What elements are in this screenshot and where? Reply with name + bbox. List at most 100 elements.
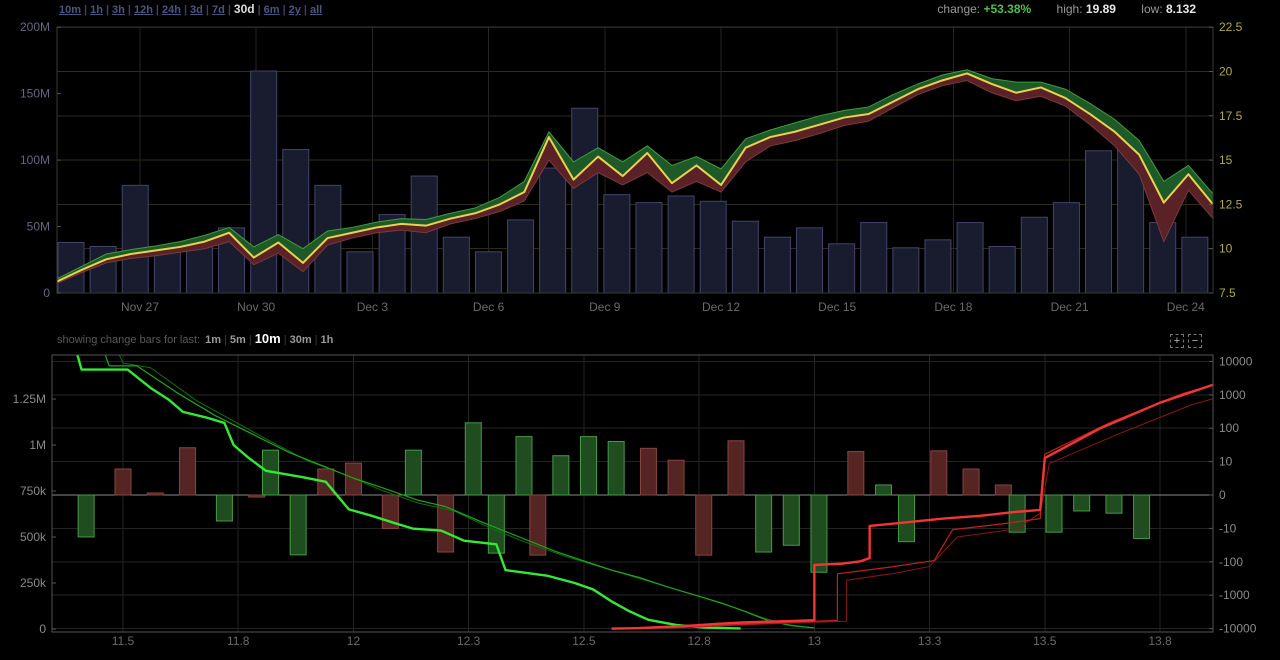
change-bar-bid [782,494,800,546]
range-1h[interactable]: 1h [90,4,103,16]
change-bar-bid [464,422,482,496]
volume-axis-label: 200M [20,20,50,34]
range-7d[interactable]: 7d [211,4,225,16]
range-10m[interactable]: 10m [59,4,82,16]
low-value: 8.132 [1165,2,1196,16]
price-axis-label: 10 [1219,242,1233,256]
change-bar-bid [874,484,892,496]
separator: | [248,334,252,346]
period-5m[interactable]: 5m [229,334,246,346]
change-bar-bid [215,494,233,522]
zoom-out-button[interactable]: − [1188,334,1202,348]
separator: | [303,4,307,16]
change-bar-bid [580,436,598,496]
price-x-axis-label: 11.8 [227,634,250,648]
range-3h[interactable]: 3h [112,4,125,16]
separator: | [314,334,318,346]
bid-depth-line-snapshot2 [118,355,810,629]
change-bar-bid [404,449,422,496]
range-2y[interactable]: 2y [288,4,301,16]
volume-bar [892,247,920,294]
bottom-plot-area[interactable] [51,354,1214,633]
date-axis-label: Dec 24 [1167,300,1205,314]
date-axis-label: Dec 18 [934,300,972,314]
separator: | [283,334,287,346]
bottom-grid [52,355,1213,632]
change-bar-ask [248,494,266,498]
bid-depth-line-main [76,355,741,630]
change-bar-ask [529,494,547,556]
change-bar-bid [77,494,95,538]
change-bar-ask [994,484,1012,496]
volume-bar [346,251,374,294]
price-axis-label: 15 [1219,153,1233,167]
volume-axis-label: 0 [43,286,50,300]
volume-bar [474,251,502,294]
depth-axis-label: 250k [20,576,47,590]
date-axis-label: Nov 30 [237,300,275,314]
date-axis-label: Dec 15 [818,300,856,314]
change-axis-label: 1000 [1219,388,1246,402]
depth-axis-label: 0 [39,622,46,636]
period-30m[interactable]: 30m [289,334,312,346]
range-3d[interactable]: 3d [190,4,203,16]
change-bars [77,422,1151,573]
price-x-axis-label: 12 [347,634,361,648]
date-axis-label: Dec 21 [1051,300,1089,314]
date-axis-label: Dec 6 [473,300,505,314]
change-value: +53.38% [983,2,1032,16]
change-axis-label: -1000 [1219,588,1250,602]
period-1m[interactable]: 1m [205,334,222,346]
price-volume-chart[interactable]: 0 50M 100M 150M 200M 7.5 10 12.5 15 17.5 20 22.5 Nov… [0,18,1280,330]
date-axis-label: Dec 12 [702,300,740,314]
change-bar-ask [847,451,865,496]
price-x-axis-label: 13 [808,634,822,648]
high-label: high: [1056,2,1083,16]
period-1h[interactable]: 1h [320,334,334,346]
change-axis-label: -10 [1219,521,1237,535]
volume-bar [1020,216,1048,294]
volume-bar [282,148,310,294]
volume-bar [667,195,695,294]
depth-change-chart[interactable]: 0250k500k750k1M1.25M100001000100100-10-1… [0,352,1280,660]
ask-depth-line-snapshot2 [620,398,1213,630]
price-x-axis-label: 11.5 [112,634,135,648]
top-axis-labels: 0 50M 100M 150M 200M 7.5 10 12.5 15 17.5 20 22.5 Nov… [20,20,1243,314]
change-bar-bid [1105,494,1123,514]
change-bar-bid [1008,494,1026,533]
change-bar-ask [179,447,197,496]
stats-readout: change: +53.38% high: 19.89 low: 8.132 [915,2,1196,16]
change-bar-ask [667,459,685,496]
depth-axis-label: 1M [29,438,46,452]
change-bar-bid [289,494,307,556]
separator: | [282,4,286,16]
volume-bar [121,184,149,294]
range-12h[interactable]: 12h [133,4,153,16]
volume-bar [860,222,888,294]
volume-bar [635,202,663,294]
volume-bars [57,70,1209,294]
period-10m[interactable]: 10m [254,331,281,346]
volume-bar [924,239,952,294]
change-bar-bid [552,455,570,496]
change-axis-label: -100 [1219,555,1243,569]
zoom-in-button[interactable]: + [1170,334,1184,348]
price-x-axis-label: 12.5 [572,634,596,648]
volume-bar [507,219,535,294]
depth-axis-label: 1.25M [13,392,46,406]
price-axis-label: 7.5 [1219,286,1236,300]
volume-bar [763,236,791,294]
range-30d[interactable]: 30d [233,2,255,16]
change-bar-ask [146,492,164,496]
price-x-axis-label: 12.3 [457,634,481,648]
range-all[interactable]: all [309,4,323,16]
range-24h[interactable]: 24h [162,4,181,16]
volume-axis-label: 50M [27,220,50,234]
price-axis-label: 22.5 [1219,20,1243,34]
range-6m[interactable]: 6m [263,4,280,16]
volume-bar [828,243,856,294]
volume-bar [699,200,727,294]
change-bar-ask [114,468,132,496]
volume-bar [1181,236,1209,294]
